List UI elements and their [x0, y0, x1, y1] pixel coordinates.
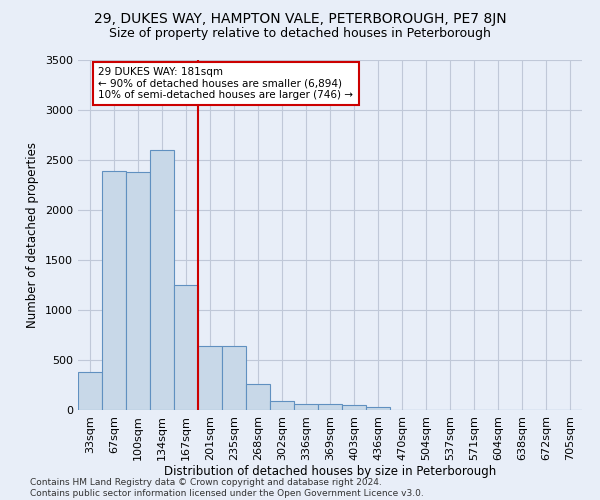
- Text: Size of property relative to detached houses in Peterborough: Size of property relative to detached ho…: [109, 28, 491, 40]
- Bar: [174, 285, 198, 410]
- Bar: [222, 346, 246, 410]
- Bar: [102, 171, 126, 410]
- Bar: [150, 150, 174, 410]
- Bar: [270, 401, 294, 410]
- X-axis label: Distribution of detached houses by size in Peterborough: Distribution of detached houses by size …: [164, 466, 496, 478]
- Text: Contains HM Land Registry data © Crown copyright and database right 2024.
Contai: Contains HM Land Registry data © Crown c…: [30, 478, 424, 498]
- Bar: [198, 346, 222, 410]
- Text: 29 DUKES WAY: 181sqm
← 90% of detached houses are smaller (6,894)
10% of semi-de: 29 DUKES WAY: 181sqm ← 90% of detached h…: [98, 67, 353, 100]
- Bar: [294, 404, 318, 410]
- Bar: [78, 372, 102, 410]
- Bar: [318, 404, 342, 410]
- Bar: [342, 404, 366, 410]
- Bar: [246, 384, 270, 410]
- Bar: [126, 172, 150, 410]
- Y-axis label: Number of detached properties: Number of detached properties: [26, 142, 40, 328]
- Text: 29, DUKES WAY, HAMPTON VALE, PETERBOROUGH, PE7 8JN: 29, DUKES WAY, HAMPTON VALE, PETERBOROUG…: [94, 12, 506, 26]
- Bar: [366, 406, 390, 410]
